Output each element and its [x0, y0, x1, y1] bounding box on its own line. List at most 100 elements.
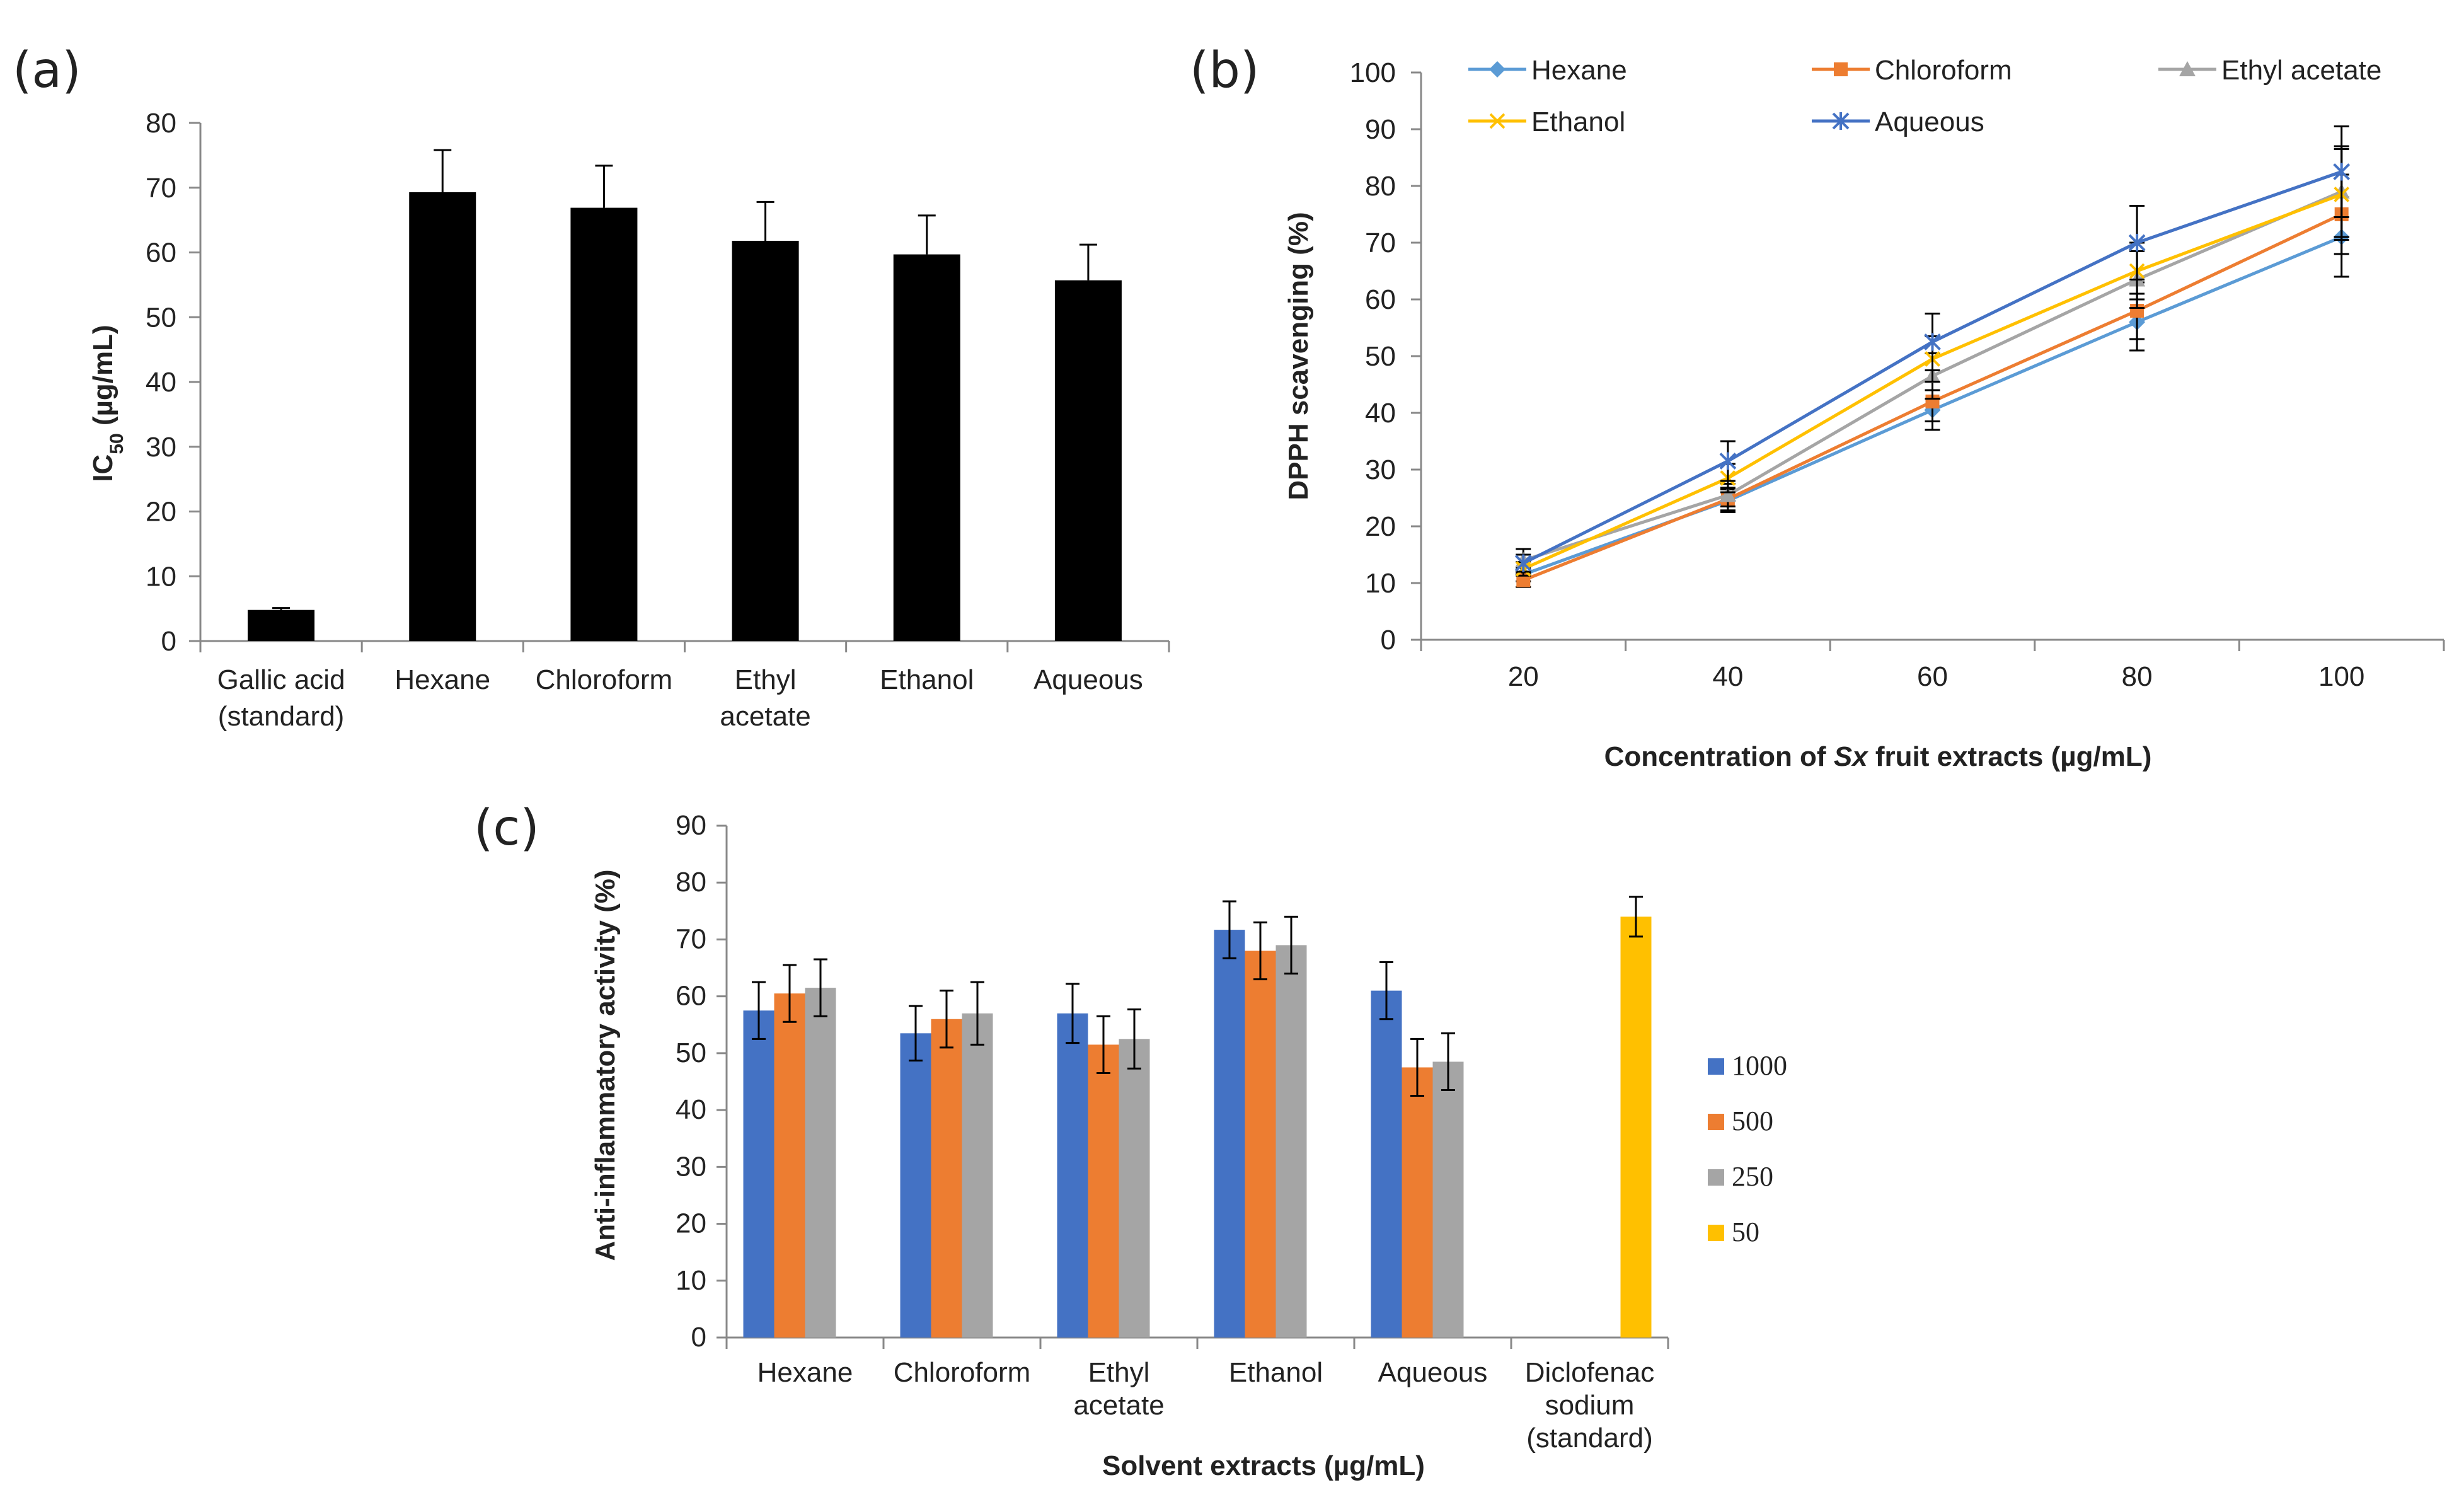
panel-c-legend-label: 250 — [1732, 1161, 1773, 1192]
panel-a-y-tick-label: 50 — [146, 302, 176, 333]
panel-a-category-label: Hexane — [394, 664, 490, 695]
panel-b-legend-label: Aqueous — [1875, 107, 1984, 137]
panel-c-y-tick-label: 60 — [676, 981, 706, 1012]
panel-a-category-label: Aqueous — [1033, 664, 1143, 695]
panel-b-legend-item: Ethyl acetate — [2158, 55, 2381, 86]
panel-a-category-label: Ethyl — [735, 664, 797, 695]
panel-c-category-label: acetate — [1073, 1390, 1164, 1421]
panel-b-y-tick-label: 0 — [1381, 625, 1396, 656]
panel-c-y-tick-label: 30 — [676, 1151, 706, 1182]
panel-b-x-tick-label: 60 — [1917, 661, 1948, 692]
panel-b-point — [1719, 487, 1736, 502]
panel-c-bar-1000 — [1371, 990, 1402, 1338]
panel-c-legend-item: 500 — [1708, 1106, 1773, 1136]
panel-c-legend-swatch — [1708, 1058, 1724, 1075]
panel-c-letter: (c) — [474, 800, 539, 857]
panel-b-y-tick-label: 50 — [1365, 341, 1396, 372]
panel-a-category-label: acetate — [720, 701, 810, 732]
panel-a-category-label: Ethanol — [880, 664, 974, 695]
panel-a-y-tick-label: 30 — [146, 432, 176, 463]
panel-c-bar-500 — [1245, 951, 1276, 1338]
panel-b-legend-marker — [1834, 62, 1848, 76]
panel-c-y-axis-label: Anti-inflammatory activity (%) — [590, 870, 621, 1261]
panel-c-bar-1000 — [900, 1033, 931, 1338]
panel-b-x-tick-label: 20 — [1508, 661, 1539, 692]
panel-c-y-tick-label: 20 — [676, 1208, 706, 1239]
panel-b-y-tick-label: 10 — [1365, 568, 1396, 599]
panel-c-bar-500 — [774, 993, 805, 1338]
panel-c-x-axis-label: Solvent extracts (µg/mL) — [1102, 1450, 1425, 1481]
panel-c-legend-swatch — [1708, 1114, 1724, 1130]
panel-c-legend-label: 1000 — [1732, 1050, 1787, 1081]
panel-b-legend-marker — [2179, 61, 2196, 76]
panel-c-bar-250 — [1432, 1061, 1464, 1338]
panel-b-y-axis-label: DPPH scavenging (%) — [1283, 212, 1314, 500]
panel-c-category-label: Diclofenac — [1525, 1357, 1654, 1388]
panel-c-category-label: Aqueous — [1378, 1357, 1488, 1388]
panel-c-y-tick-label: 50 — [676, 1037, 706, 1068]
panel-b-legend-item: Aqueous — [1812, 107, 1984, 137]
panel-c-category-label: sodium — [1545, 1390, 1635, 1421]
panel-b-y-tick-label: 30 — [1365, 454, 1396, 485]
panel-a-bar — [248, 610, 315, 641]
panel-a-y-tick-label: 70 — [146, 173, 176, 204]
panel-b-y-tick-label: 20 — [1365, 511, 1396, 542]
panel-c-y-tick-label: 10 — [676, 1265, 706, 1296]
panel-a-y-tick-label: 40 — [146, 367, 176, 398]
panel-b-legend-item: Chloroform — [1812, 55, 2012, 86]
panel-c-y-tick-label: 40 — [676, 1094, 706, 1125]
panel-c-legend-item: 1000 — [1708, 1050, 1787, 1081]
panel-a-bar — [732, 241, 799, 641]
panel-b-y-tick-label: 90 — [1365, 114, 1396, 145]
panel-b-x-tick-label: 40 — [1712, 661, 1743, 692]
panel-b-y-tick-label: 40 — [1365, 398, 1396, 429]
panel-a-category-label: Chloroform — [536, 664, 673, 695]
panel-a-letter: (a) — [13, 42, 81, 99]
panel-c-category-label: Ethanol — [1229, 1357, 1323, 1388]
panel-a-y-tick-label: 20 — [146, 497, 176, 528]
panel-c-category-label: Chloroform — [894, 1357, 1031, 1388]
panel-a-category-label: Gallic acid — [217, 664, 345, 695]
panel-c-bar-50 — [1620, 916, 1652, 1338]
panel-b-legend-marker — [1489, 61, 1505, 78]
panel-c-y-tick-label: 70 — [676, 923, 706, 954]
panel-a-bar — [570, 207, 638, 641]
panel-c-legend-label: 500 — [1732, 1106, 1773, 1136]
panel-b-line-chart: (b) DPPH scavenging (%) Concentration of… — [1190, 42, 2445, 772]
panel-a-bar — [1054, 280, 1122, 641]
panel-c-legend-swatch — [1708, 1225, 1724, 1241]
panel-c-legend-label: 50 — [1732, 1217, 1759, 1247]
panel-b-letter: (b) — [1190, 42, 1259, 99]
panel-c-category-label: Ethyl — [1088, 1357, 1150, 1388]
panel-a-y-tick-label: 0 — [161, 626, 176, 657]
panel-c-y-tick-label: 90 — [676, 810, 706, 841]
panel-b-y-tick-label: 80 — [1365, 171, 1396, 202]
panel-c-legend-item: 250 — [1708, 1161, 1773, 1192]
panel-c-bar-1000 — [1214, 930, 1245, 1338]
panel-c-bar-500 — [1402, 1067, 1433, 1338]
panel-b-x-axis-label: Concentration of Sx fruit extracts (µg/m… — [1604, 741, 2152, 772]
panel-c-bar-chart: (c) Anti-inflammatory activity (%) Solve… — [474, 800, 1787, 1481]
panel-b-y-tick-label: 60 — [1365, 284, 1396, 315]
panel-c-category-label: (standard) — [1526, 1423, 1653, 1454]
panel-b-x-tick-label: 80 — [2122, 661, 2153, 692]
panel-c-bar-250 — [805, 988, 836, 1338]
panel-b-point — [1516, 573, 1531, 587]
panel-a-y-tick-label: 60 — [146, 238, 176, 269]
panel-b-legend-item: Ethanol — [1468, 107, 1625, 137]
panel-c-bar-500 — [1088, 1044, 1119, 1338]
panel-b-x-tick-label: 100 — [2318, 661, 2364, 692]
panel-b-y-tick-label: 100 — [1350, 57, 1396, 88]
panel-b-series-aqueous — [1514, 125, 2351, 573]
panel-b-legend-label: Ethanol — [1531, 107, 1625, 137]
panel-c-bar-1000 — [1057, 1013, 1088, 1338]
panel-c-bar-250 — [1119, 1039, 1150, 1338]
panel-c-legend-swatch — [1708, 1169, 1724, 1186]
panel-b-legend-item: Hexane — [1468, 55, 1627, 86]
panel-a-bar-chart: (a) IC50 (µg/mL) 0 10 20 30 40 50 60 70 80 Gallic… — [13, 42, 1170, 732]
panel-c-bar-500 — [931, 1019, 962, 1338]
panel-b-y-tick-label: 70 — [1365, 228, 1396, 258]
panel-c-bar-250 — [1275, 945, 1307, 1338]
panel-a-category-label: (standard) — [218, 701, 345, 732]
